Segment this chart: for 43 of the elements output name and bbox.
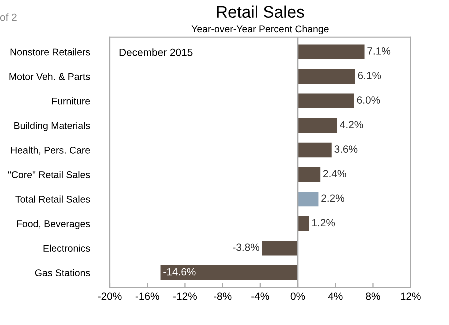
data-label: 2.2% (322, 194, 344, 202)
bar (160, 266, 298, 280)
y-tick-label: Nonstore Retailers (10, 48, 90, 56)
bar (298, 192, 319, 207)
chart-title: Retail Sales (217, 6, 304, 18)
data-label: -14.6% (164, 268, 196, 276)
bar (298, 167, 321, 182)
text: of 2 (0, 14, 17, 22)
y-tick-label: Health, Pers. Care (11, 146, 90, 155)
data-label: -3.8% (233, 244, 260, 252)
y-tick-label: "Core" Retail Sales (8, 171, 90, 178)
x-tick-label: -4% (252, 292, 270, 300)
y-tick-label: Building Materials (14, 122, 90, 132)
x-tick-label: -12% (174, 292, 197, 300)
y-tick-label: Electronics (44, 244, 90, 252)
y-tick-label: Total Retail Sales (16, 196, 90, 203)
data-label: 6.0% (357, 96, 380, 104)
x-tick-label: -20% (98, 292, 122, 300)
data-label: 7.1% (368, 48, 391, 55)
data-label: 6.1% (358, 72, 382, 80)
bar (298, 44, 365, 60)
data-label: 2.4% (324, 170, 346, 178)
x-tick-label: 8% (366, 292, 380, 300)
bar (298, 94, 354, 109)
chart-subtitle: Year-over-Year Percent Change (192, 25, 329, 35)
bar (298, 142, 332, 158)
annotation: December 2015 (120, 48, 193, 56)
x-tick-label: 0% (290, 292, 306, 300)
bar (298, 118, 338, 134)
y-tick-label: Food, Beverages (17, 220, 90, 230)
data-label: 3.6% (334, 146, 358, 154)
x-tick-label: 12% (401, 292, 421, 300)
bar (262, 241, 298, 256)
bar (298, 216, 310, 232)
y-tick-label: Motor Veh. & Parts (10, 73, 90, 80)
x-tick-label: -8% (214, 292, 232, 300)
data-label: 1.2% (312, 219, 336, 227)
x-tick-label: -16% (136, 292, 160, 300)
y-tick-label: Gas Stations (35, 269, 90, 277)
bar (298, 69, 356, 84)
data-label: 4.2% (340, 121, 364, 128)
x-tick-label: 4% (328, 292, 343, 300)
y-tick-label: Furniture (52, 98, 90, 105)
